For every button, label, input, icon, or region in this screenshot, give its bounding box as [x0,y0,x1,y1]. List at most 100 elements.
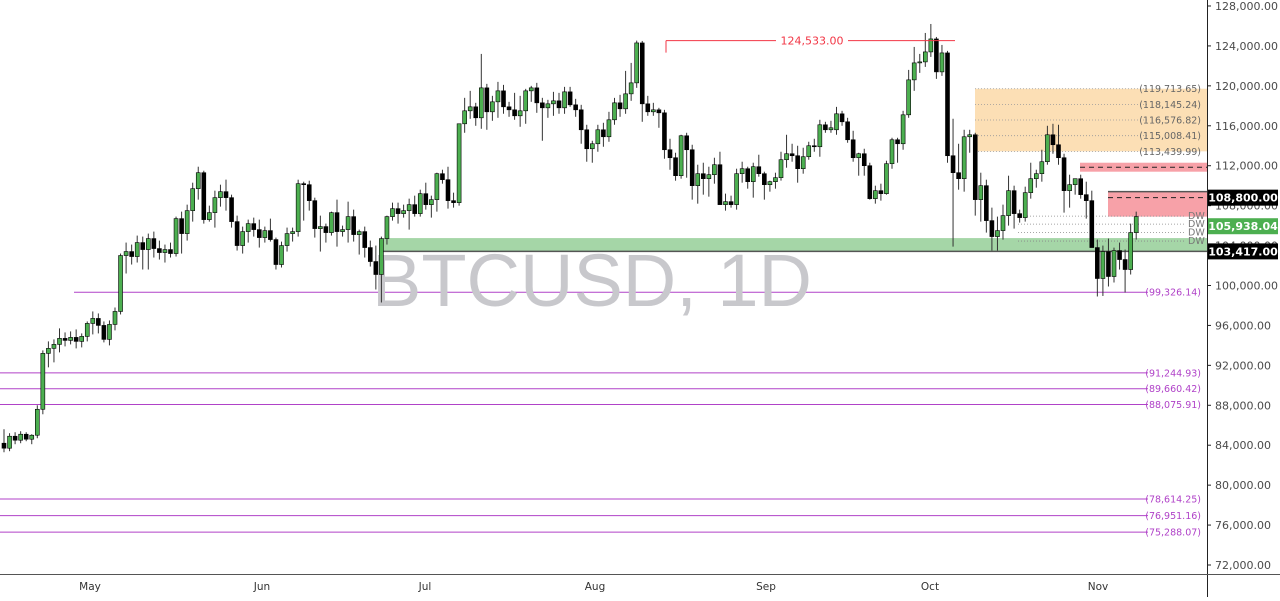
price-tick-label: 128,000.00 [1215,0,1278,13]
candle-up [606,119,612,138]
candle-up [939,52,945,73]
candle-down [1050,134,1056,146]
candle-down [684,135,689,151]
candle-up [800,156,806,170]
candle-down [745,168,751,182]
candle-up [562,91,567,109]
candles-layer [1,23,1139,453]
candle-up [162,249,168,253]
candle-down [762,173,767,185]
dw-level-label: DW [1188,219,1205,230]
candle-up [967,134,973,138]
symbol-watermark: BTCUSD, 1D [372,239,812,322]
candle-down [689,149,695,186]
candle-up [961,136,967,179]
candle-down [251,223,257,230]
candle-down [62,338,68,341]
candle-down [956,172,961,179]
candle-down [989,220,995,237]
candle-up [318,226,323,229]
supply-zone [1108,191,1207,217]
support-level-label: (75,288.07) [1145,528,1201,539]
candle-up [1000,215,1006,231]
candle-up [695,173,701,186]
candle-up [146,238,151,250]
price-tick-label: 84,000.00 [1215,439,1271,452]
candle-down [789,153,795,157]
candle-up [107,324,112,340]
candle-up [340,229,345,232]
candle-down [179,218,184,234]
candle-up [112,311,118,325]
candle-up [379,238,384,275]
candle-up [678,135,684,176]
candle-down [1061,157,1067,191]
candle-up [778,159,784,178]
candle-down [1117,250,1122,260]
candle-down [1106,251,1111,277]
price-tag [1208,218,1278,235]
candle-up [29,434,35,440]
candle-up [595,129,601,145]
candle-down [811,145,817,148]
candle-down [229,197,234,222]
time-axis[interactable] [0,575,1207,597]
fib-level-label: (119,713.65) [1139,84,1201,95]
price-axis[interactable]: 128,000.00 124,000.00 120,000.00 116,000.00… [1207,0,1278,572]
candle-up [57,338,62,345]
candle-up [401,210,406,214]
candle-up [51,344,57,349]
candle-up [240,231,245,246]
time-tick-label: Oct [921,581,939,593]
candle-down [140,242,146,250]
candle-up [589,143,595,150]
candle-up [817,124,823,148]
candle-up [118,255,123,312]
candle-up [873,190,878,199]
candle-up [284,233,290,246]
candle-up [495,90,501,103]
candle-up [490,101,495,113]
candle-down [673,157,678,176]
candle-down [578,109,584,131]
candle-down [584,129,590,150]
candle-up [900,114,906,145]
candle-down [639,42,645,105]
candle-up [1100,251,1106,279]
candle-down [412,204,418,214]
candle-up [1045,134,1050,163]
candle-down [534,87,540,104]
candle-down [96,318,101,326]
time-tick-label: Sep [756,581,776,593]
candle-down [423,193,429,205]
candle-up [290,231,295,234]
candle-up [634,42,640,84]
support-level-label: (89,660.42) [1145,384,1201,395]
candle-down [662,112,667,151]
candle-down [1011,190,1017,214]
candle-up [68,337,73,341]
time-tick-label: Jun [253,581,270,593]
dw-level-label: DW [1188,236,1205,247]
support-level-label: (88,075.91) [1145,400,1201,411]
candle-down [512,109,517,117]
candle-up [279,245,284,265]
candle-up [612,102,617,121]
candle-down [312,200,318,229]
candle-up [262,230,268,238]
candle-up [295,183,301,232]
candle-up [18,433,23,441]
candle-up [34,408,40,436]
candle-up [478,87,484,119]
candle-up [212,197,218,213]
candle-down [395,208,401,214]
candle-up [218,191,223,198]
candle-down [501,90,506,108]
candle-down [1,442,7,449]
fib-level-label: (118,145.24) [1139,100,1201,111]
candle-down [157,248,162,253]
candle-up [390,208,395,217]
candle-up [1006,190,1011,216]
